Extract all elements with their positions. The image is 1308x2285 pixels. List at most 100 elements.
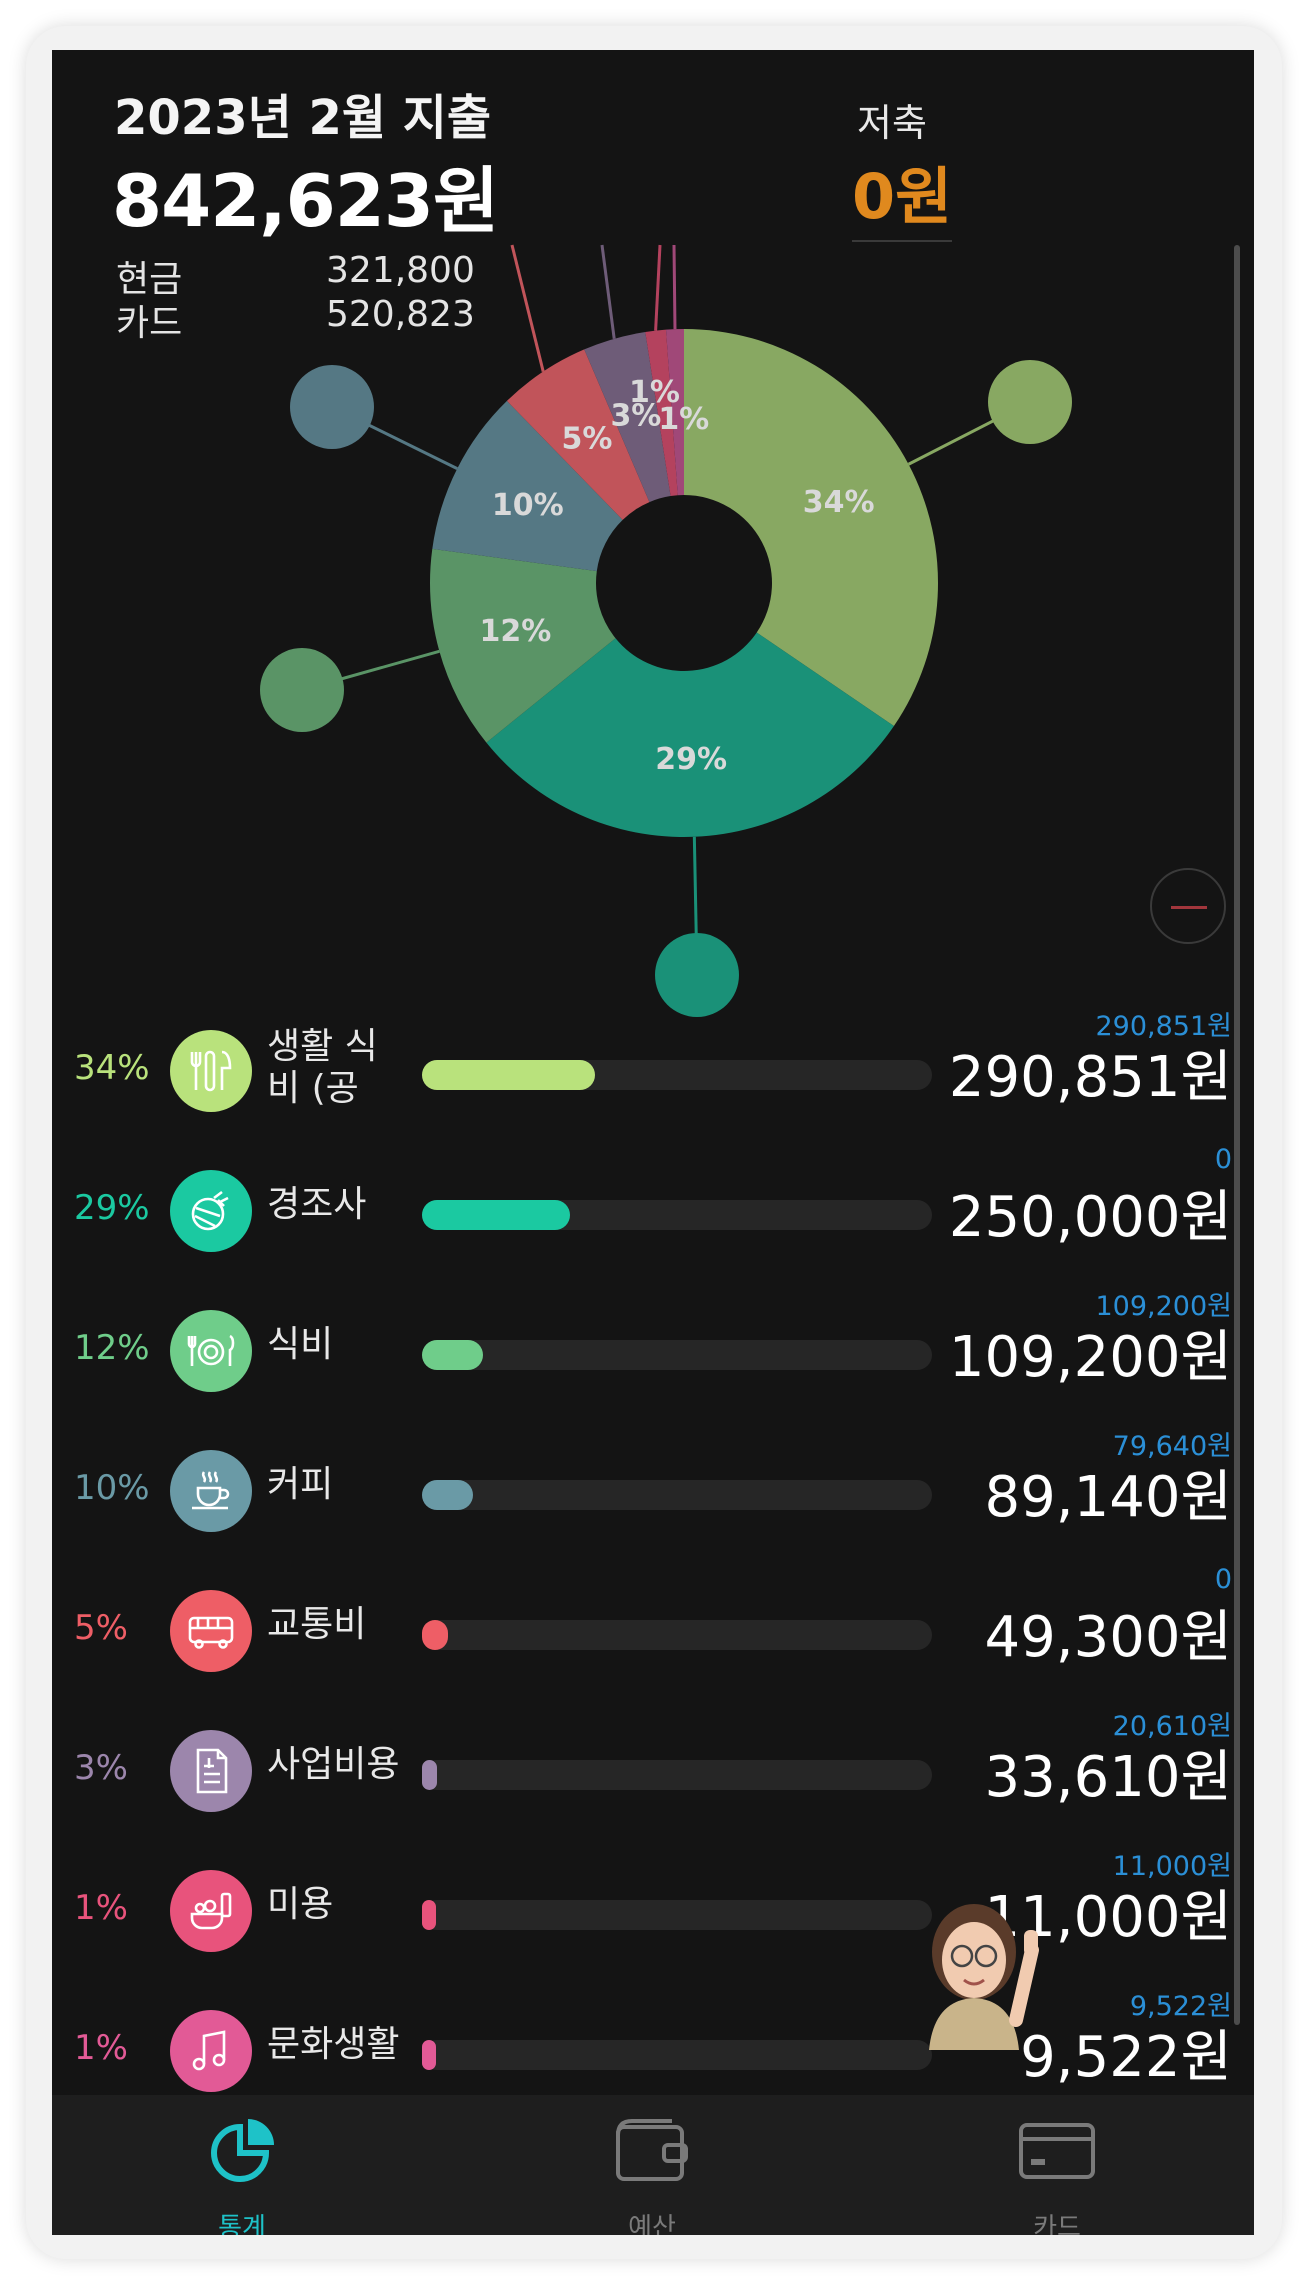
slice-label: 3% <box>610 399 661 434</box>
category-amount: 9,522원 <box>1020 2025 1232 2090</box>
savings-value[interactable]: 0원 <box>852 146 953 242</box>
category-budget: 0 <box>1214 1144 1232 1175</box>
bus-icon <box>170 1590 252 1672</box>
cash-label: 현금 <box>116 259 183 300</box>
coffee-icon <box>170 1450 252 1532</box>
gift-icon <box>170 1170 252 1252</box>
category-row-business[interactable]: 3% 사업비용 20,610원 33,610원 <box>52 1710 1232 1840</box>
wallet-icon <box>616 2119 688 2181</box>
category-budget: 9,522원 <box>1129 1991 1232 2022</box>
leader-line <box>510 244 545 372</box>
category-bar-fill <box>422 1200 570 1230</box>
pie-slice[interactable] <box>432 400 623 572</box>
page-title: 2023년 2월 지출 <box>114 90 492 146</box>
memoji-avatar <box>929 1904 1039 2050</box>
category-bar-fill <box>422 1340 484 1370</box>
category-name: 커피 <box>267 1464 334 1505</box>
plate-icon <box>170 1310 252 1392</box>
leader-line <box>672 244 677 330</box>
pie-slice[interactable] <box>584 331 671 503</box>
category-bar-fill <box>422 1480 473 1510</box>
category-amount: 33,610원 <box>984 1745 1232 1810</box>
slice-label: 29% <box>655 742 727 777</box>
slice-label: 1% <box>658 402 709 437</box>
pie-slice[interactable] <box>506 349 650 520</box>
category-percent: 3% <box>74 1748 128 1788</box>
app-screen: 2023년 2월 지출 842,623원 저축 0원 현금 321,800 카드… <box>52 50 1254 2235</box>
category-name: 사업비용 <box>267 1744 400 1785</box>
tab-statistics[interactable]: 통계 <box>92 2095 392 2235</box>
category-amount: 250,000원 <box>948 1185 1232 1250</box>
pie-slice[interactable] <box>645 329 678 497</box>
tab-budget[interactable]: 예산 <box>502 2095 802 2235</box>
category-budget: 11,000원 <box>1112 1851 1232 1882</box>
slice-label: 1% <box>629 375 680 410</box>
category-amount: 49,300원 <box>984 1605 1232 1670</box>
category-bubble[interactable] <box>290 365 374 449</box>
category-percent: 1% <box>74 2028 128 2068</box>
scrollbar[interactable] <box>1234 245 1240 2025</box>
category-bar <box>422 1620 932 1650</box>
category-bar <box>422 2040 932 2070</box>
category-percent: 5% <box>74 1608 128 1648</box>
cutlery-icon <box>170 1030 252 1112</box>
category-bubble[interactable] <box>988 360 1072 444</box>
slice-label: 12% <box>480 614 552 649</box>
category-bar <box>422 1480 932 1510</box>
category-bubble[interactable] <box>655 933 739 1017</box>
category-bar-fill <box>422 1760 438 1790</box>
pie-slice[interactable] <box>665 329 684 496</box>
category-budget: 79,640원 <box>1112 1431 1232 1462</box>
cash-amount: 321,800 <box>326 250 475 291</box>
savings-label: 저축 <box>857 101 927 145</box>
category-budget: 20,610원 <box>1112 1711 1232 1742</box>
category-amount: 109,200원 <box>948 1325 1232 1390</box>
pie-chart-icon <box>211 2119 274 2182</box>
category-row-culture[interactable]: 1% 문화생활 9,522원 9,522원 <box>52 1990 1232 2120</box>
category-name: 미용 <box>267 1884 334 1925</box>
pie-slice[interactable] <box>429 548 616 743</box>
pie-slice[interactable] <box>684 329 938 726</box>
collapse-button[interactable] <box>1150 868 1226 944</box>
category-bubble[interactable] <box>260 648 344 732</box>
category-percent: 29% <box>74 1188 150 1228</box>
card-label: 카드 <box>116 303 183 344</box>
tab-label: 예산 <box>628 2213 676 2235</box>
category-budget: 290,851원 <box>1095 1011 1233 1042</box>
slice-label: 34% <box>803 485 875 520</box>
slice-label: 5% <box>562 421 613 456</box>
slice-label: 10% <box>492 488 564 523</box>
category-bar-fill <box>422 1060 596 1090</box>
category-row-occasions[interactable]: 29% 경조사 0 250,000원 <box>52 1144 1232 1280</box>
tab-label: 통계 <box>218 2213 266 2235</box>
category-amount: 290,851원 <box>948 1045 1232 1110</box>
category-budget: 0 <box>1214 1564 1232 1595</box>
category-row-transport[interactable]: 5% 교통비 0 49,300원 <box>52 1564 1232 1700</box>
expense-pie-chart[interactable]: 34% 29% 12% 10% 5%3%1%1% <box>52 240 1254 1070</box>
cash-row: 현금 321,800 <box>116 250 475 302</box>
card-icon <box>1019 2123 1095 2179</box>
category-name: 식비 <box>267 1324 334 1365</box>
category-amount: 89,140원 <box>984 1465 1232 1530</box>
tab-label: 카드 <box>1033 2213 1081 2235</box>
card-amount: 520,823 <box>326 294 475 335</box>
beauty-icon <box>170 1870 252 1952</box>
category-percent: 1% <box>74 1888 128 1928</box>
category-percent: 34% <box>74 1048 150 1088</box>
leader-line <box>654 244 662 331</box>
category-budget: 109,200원 <box>1095 1291 1233 1322</box>
tab-card[interactable]: 카드 <box>907 2095 1207 2235</box>
category-name: 교통비 <box>267 1604 367 1645</box>
category-percent: 12% <box>74 1328 150 1368</box>
tab-bar: 통계 예산 카드 <box>52 2095 1254 2235</box>
pie-slice[interactable] <box>486 632 894 838</box>
category-row-coffee[interactable]: 10% 커피 79,640원 89,140원 <box>52 1430 1232 1560</box>
leader-line <box>600 244 616 339</box>
category-name: 경조사 <box>267 1184 367 1225</box>
music-icon <box>170 2010 252 2092</box>
receipt-icon <box>170 1730 252 1812</box>
category-row-food[interactable]: 12% 식비 109,200원 109,200원 <box>52 1290 1232 1420</box>
category-bar <box>422 1200 932 1230</box>
